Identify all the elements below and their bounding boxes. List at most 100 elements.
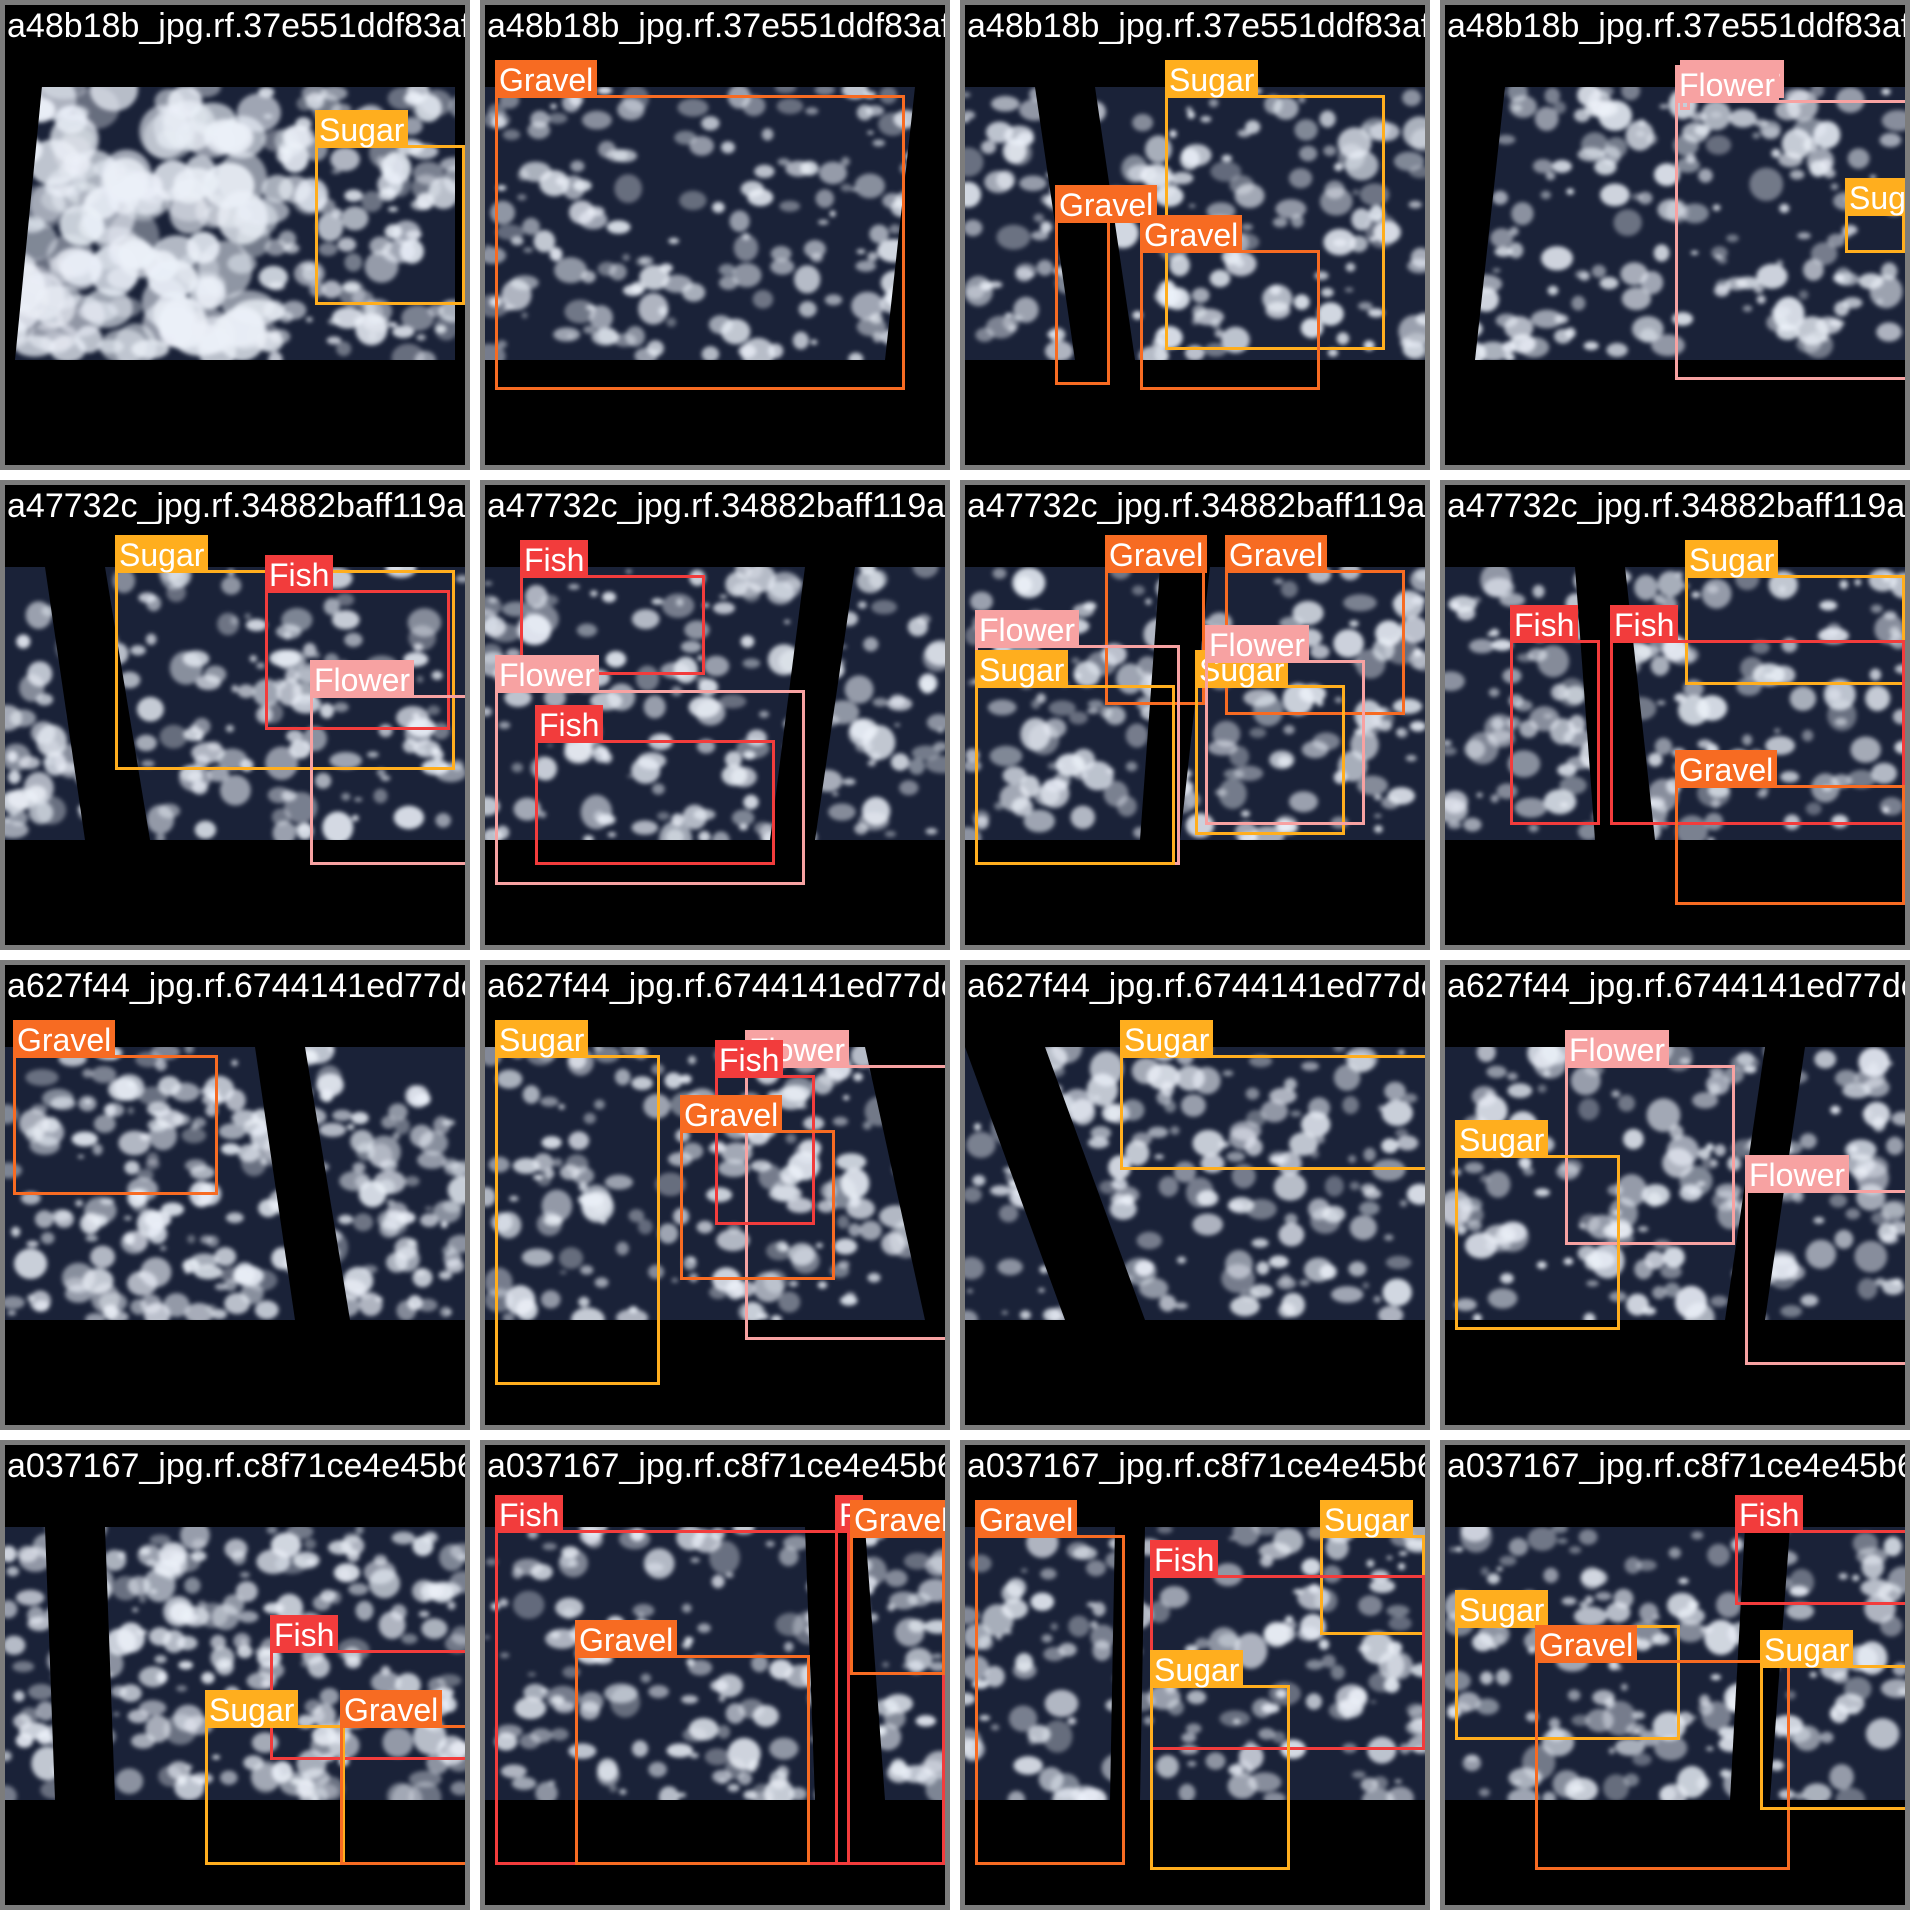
detection-label: Sugar (205, 1690, 299, 1728)
detection-label: Fish (1510, 605, 1579, 643)
image-tile: a627f44_jpg.rf.6744141ed77dc4828f6jp2820… (1440, 960, 1910, 1430)
detection-label: Sugar (1455, 1120, 1549, 1158)
detection-label: Flower (1565, 1030, 1670, 1068)
detection-box: Flower (310, 660, 465, 865)
detection-label: Fish (535, 705, 604, 743)
satellite-image (5, 1527, 465, 1800)
image-filename: a627f44_jpg.rf.6744141ed77dc4828f6jp2820… (967, 967, 1425, 1005)
detection-label: Sugar (1120, 1020, 1214, 1058)
image-filename: a037167_jpg.rf.c8f71ce4e45b6a7497 5jp9d6… (967, 1447, 1430, 1485)
detection-label: Sugar (1760, 1630, 1854, 1668)
detection-label: Gravel (340, 1690, 443, 1728)
detection-box: Gravel (850, 1500, 945, 1675)
detection-label: Sugar (315, 110, 409, 148)
detection-label: Gravel (495, 60, 598, 98)
image-filename: a47732c_jpg.rf.34882baff119af09d05cd2fbf… (487, 487, 946, 525)
detection-box: Fish (520, 540, 705, 675)
image-tile: a47732c_jpg.rf.34882baff119af09d05cd2fbf… (960, 480, 1430, 950)
detection-box: Fish (1510, 605, 1600, 825)
detection-label: Sugar (1845, 178, 1905, 216)
image-tile: a48b18b_jpg.rf.37e551ddf83af4d3610507af0… (960, 0, 1430, 470)
detection-box: Sugar (495, 1020, 660, 1385)
detection-box: Fish (270, 1615, 465, 1760)
detection-label: Flower (310, 660, 415, 698)
satellite-image (485, 1047, 945, 1320)
detection-label: Flower (1745, 1155, 1850, 1193)
detection-box: Sugar (1685, 540, 1905, 685)
detection-box: Sugar (1760, 1630, 1905, 1810)
detection-box: Sugar (315, 110, 465, 305)
detection-label: Fish (715, 1040, 784, 1078)
image-filename: a037167_jpg.rf.c8f71ce4e45b6a7497 5jp9d6… (487, 1447, 950, 1485)
detection-box: Fish (535, 705, 775, 865)
detection-label: Sugar (1685, 540, 1779, 578)
image-tile: a627f44_jpg.rf.6744141ed77dc4828f6jp2820… (960, 960, 1430, 1430)
detection-box: Gravel (1105, 535, 1208, 705)
detection-box: Sugar (205, 1690, 345, 1865)
image-filename: a037167_jpg.rf.c8f71ce4e45b6a7497 5jp9d6… (7, 1447, 470, 1485)
detection-box: Flower (1745, 1155, 1905, 1365)
detection-label: Gravel (13, 1020, 116, 1058)
detection-box: Gravel (340, 1690, 465, 1865)
detection-box: Fish (715, 1040, 815, 1225)
detection-box: Sugar (1455, 1590, 1680, 1740)
detection-label: Sugar (1455, 1590, 1549, 1628)
detection-label: Gravel (1675, 750, 1778, 788)
image-tile: a47732c_jpg.rf.34882baff119af09d05cd2fbf… (0, 480, 470, 950)
detection-box: Gravel (1055, 185, 1158, 385)
detection-box: Sugar (1455, 1120, 1620, 1330)
detection-box: Gravel (1225, 535, 1405, 715)
detection-label: Sugar (1165, 60, 1259, 98)
image-tile: a627f44_jpg.rf.6744141ed77dc4828f6jp2820… (0, 960, 470, 1430)
satellite-image (5, 1047, 465, 1320)
detection-label: Flower (1205, 625, 1310, 663)
image-tile: a037167_jpg.rf.c8f71ce4e45b6a7497 5jp9d6… (480, 1440, 950, 1910)
detection-box: Gravel (680, 1095, 835, 1280)
detection-label: Gravel (1105, 535, 1208, 573)
image-filename: a47732c_jpg.rf.34882baff119af09d05cd2fbf… (7, 487, 466, 525)
detection-label: Sugar (1150, 1650, 1244, 1688)
image-filename: a48b18b_jpg.rf.37e551ddf83af4d3610507af0… (967, 7, 1430, 45)
detection-box: Flower (1675, 65, 1905, 380)
detection-box: Fish (1610, 605, 1905, 825)
detection-box: Fish (265, 555, 450, 730)
image-tile: a037167_jpg.rf.c8f71ce4e45b6a7497 5jp9d6… (0, 1440, 470, 1910)
detection-box: Flower (1205, 625, 1365, 825)
detection-label: Sugar (495, 1020, 589, 1058)
image-tile: a037167_jpg.rf.c8f71ce4e45b6a7497 5jp9d6… (960, 1440, 1430, 1910)
satellite-image (5, 5, 455, 360)
image-filename: a627f44_jpg.rf.6744141ed77dc4828f6jp2820… (1447, 967, 1905, 1005)
detection-label: Fish (1735, 1495, 1804, 1533)
detection-label: Gravel (1535, 1625, 1638, 1663)
detection-label: Fish (270, 1615, 339, 1653)
detection-label: Fish (1150, 1540, 1219, 1578)
image-tile: a47732c_jpg.rf.34882baff119af09d05cd2fbf… (1440, 480, 1910, 950)
image-tile: a48b18b_jpg.rf.37e551ddf83af4d3610507af0… (0, 0, 470, 470)
detection-box: Gravel (1675, 750, 1905, 905)
image-tile: a627f44_jpg.rf.6744141ed77dc4828f6jp2820… (480, 960, 950, 1430)
image-filename: a037167_jpg.rf.c8f71ce4e45b6a7497 5jp9d6… (1447, 1447, 1910, 1485)
detection-label: Fish (495, 1495, 564, 1533)
satellite-image (965, 1047, 1425, 1320)
detection-box: Sugar (1150, 1650, 1290, 1870)
detection-box: Gravel (575, 1620, 810, 1865)
detection-label: Sugar (975, 650, 1069, 688)
detection-label: Gravel (975, 1500, 1078, 1538)
image-filename: a47732c_jpg.rf.34882baff119af09d05cd2fbf… (967, 487, 1426, 525)
satellite-image (1445, 1527, 1905, 1800)
image-tile: a47732c_jpg.rf.34882baff119af09d05cd2fbf… (480, 480, 950, 950)
image-tile: a037167_jpg.rf.c8f71ce4e45b6a7497 5jp9d6… (1440, 1440, 1910, 1910)
detection-label: Gravel (680, 1095, 783, 1133)
satellite-image (1445, 1047, 1905, 1320)
detection-box: Gravel (495, 60, 905, 390)
image-tile: a48b18b_jpg.rf.37e551ddf83af4d3610507af0… (1440, 0, 1910, 470)
detection-box: Gravel (975, 1500, 1125, 1865)
image-filename: a627f44_jpg.rf.6744141ed77dc4828f6jp2820… (7, 967, 465, 1005)
detection-box: Sugar (975, 650, 1175, 865)
image-filename: a48b18b_jpg.rf.37e551ddf83af4d3610507af0… (7, 7, 470, 45)
detection-label: Flower (1675, 65, 1780, 103)
detection-box: Sugar (1120, 1020, 1425, 1170)
detection-label: Gravel (850, 1500, 945, 1538)
detection-label: Fish (265, 555, 334, 593)
